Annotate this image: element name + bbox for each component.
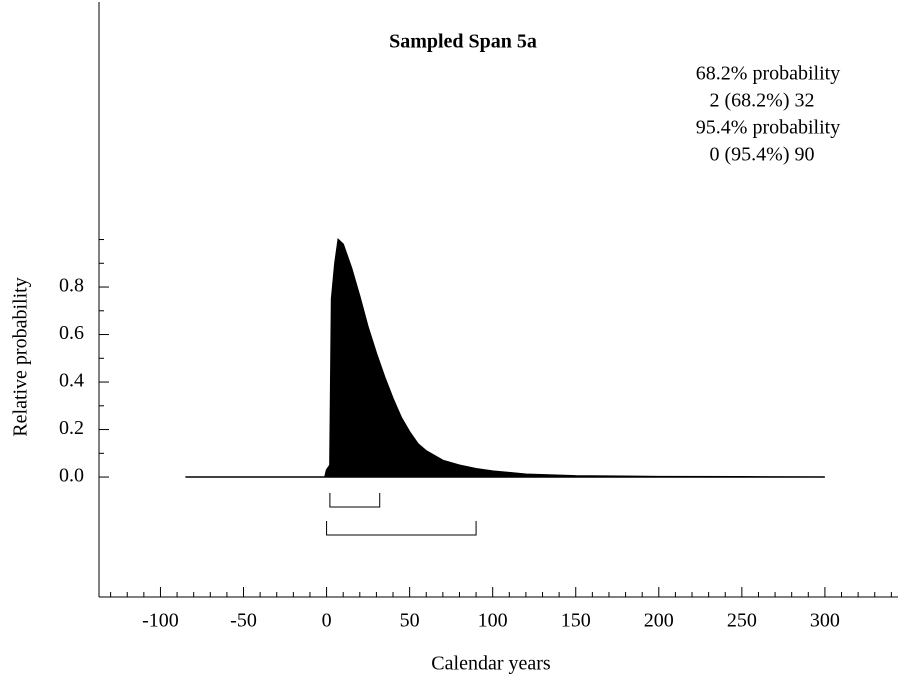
x-tick-label: 100 xyxy=(478,610,508,632)
range-bracket xyxy=(329,493,381,508)
y-tick-label: 0.8 xyxy=(59,275,84,297)
range-title: 95.4% probability xyxy=(696,117,840,139)
y-tick-label: 0.0 xyxy=(59,465,84,487)
y-tick-label: 0.2 xyxy=(59,417,84,439)
distribution xyxy=(185,237,825,478)
range-title: 68.2% probability xyxy=(696,63,840,85)
x-tick-label: -100 xyxy=(142,610,179,632)
chart-title: Sampled Span 5a xyxy=(389,31,537,53)
x-axis-label: Calendar years xyxy=(431,653,551,675)
x-tick-label: -50 xyxy=(230,610,257,632)
x-tick-label: 300 xyxy=(810,610,840,632)
range-label: 0 (95.4%) 90 xyxy=(710,144,815,166)
x-tick-label: 50 xyxy=(400,610,420,632)
y-tick-label: 0.6 xyxy=(59,322,84,344)
y-tick-label: 0.4 xyxy=(59,370,84,392)
x-tick-label: 0 xyxy=(322,610,332,632)
x-tick-label: 250 xyxy=(727,610,757,632)
y-axis-label: Relative probability xyxy=(10,277,32,436)
x-tick-label: 200 xyxy=(644,610,674,632)
x-tick-label: 150 xyxy=(561,610,591,632)
range-label: 2 (68.2%) 32 xyxy=(710,90,815,112)
range-bracket xyxy=(326,521,477,536)
